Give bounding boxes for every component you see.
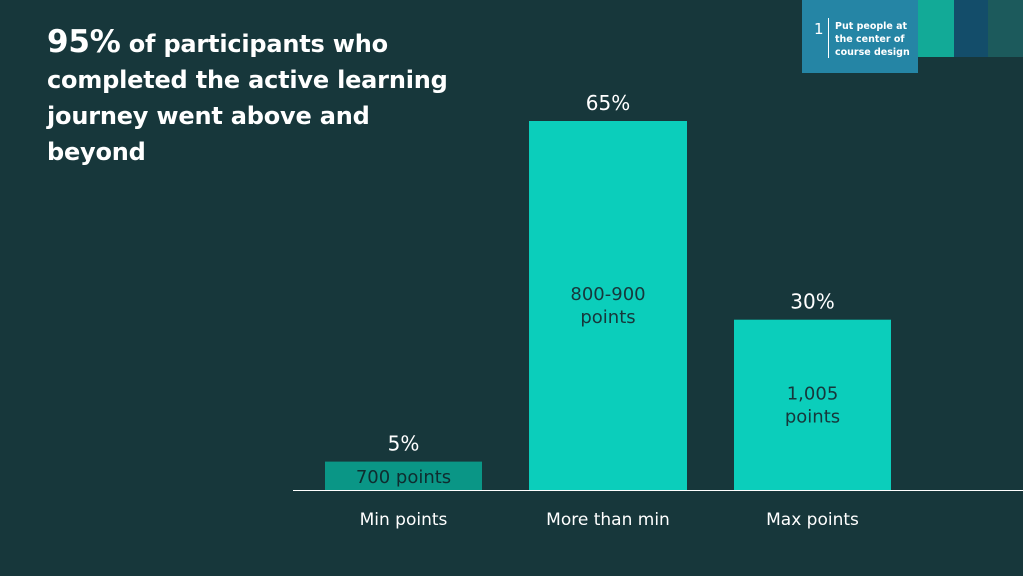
- bar-inner-label: 700 points: [356, 467, 451, 488]
- bar-inner-label: points: [580, 307, 635, 328]
- section-label: Put people at the center of course desig…: [835, 21, 910, 58]
- bar-min-points: [325, 461, 482, 490]
- bar-inner-label: 800-900: [570, 284, 645, 305]
- bar-inner-label: points: [785, 406, 840, 427]
- data-label: 65%: [586, 91, 630, 115]
- section-badge: 1 Put people at the center of course des…: [802, 0, 918, 73]
- accent-strip-dark: [988, 0, 1023, 57]
- x-tick-label: Max points: [766, 510, 859, 530]
- data-label: 5%: [388, 432, 420, 456]
- bar-inner-label: 1,005: [787, 383, 839, 404]
- bar-max-points: [734, 319, 891, 490]
- accent-strip-teal: [918, 0, 954, 57]
- section-number: 1: [814, 20, 824, 38]
- accent-strip-navy: [954, 0, 988, 57]
- data-label: 30%: [790, 290, 834, 314]
- badge-divider: [828, 18, 829, 58]
- x-tick-label: Min points: [360, 510, 448, 530]
- title-highlight: 95%: [47, 24, 121, 60]
- bar-more-than-min: [529, 121, 687, 490]
- x-tick-label: More than min: [546, 510, 670, 530]
- title-rest: of participants who completed the active…: [47, 30, 448, 166]
- page-title: 95% of participants who completed the ac…: [47, 24, 467, 170]
